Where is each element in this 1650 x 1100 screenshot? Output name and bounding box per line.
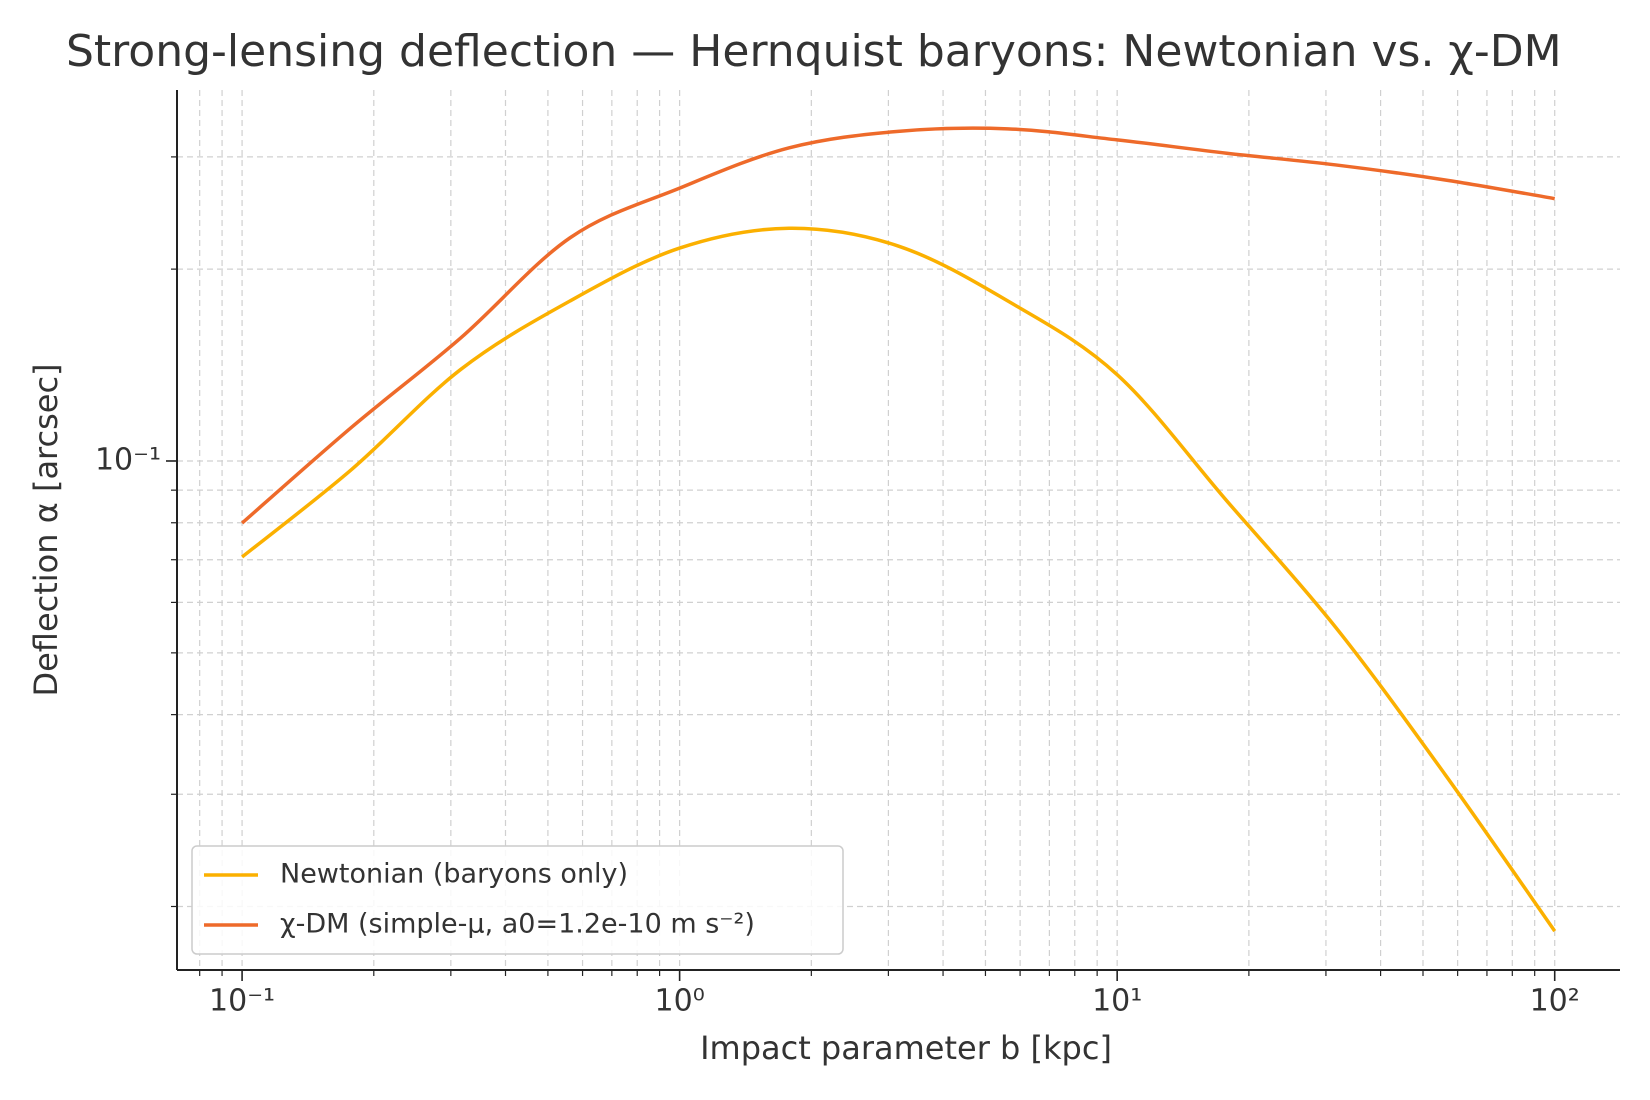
line-series xyxy=(240,126,1556,525)
x-tick-label: 10¹ xyxy=(1092,984,1142,1019)
y-tick-label: 10⁻¹ xyxy=(95,442,161,477)
chart-title: Strong-lensing deflection — Hernquist ba… xyxy=(66,26,1562,77)
y-axis-label: Deflection α [arcsec] xyxy=(27,363,65,696)
x-tick-label: 10² xyxy=(1530,984,1580,1019)
x-tick-label: 10⁰ xyxy=(655,984,705,1019)
legend-label: Newtonian (baryons only) xyxy=(280,859,628,890)
x-axis-label: Impact parameter b [kpc] xyxy=(700,1029,1112,1067)
line-series xyxy=(240,226,1557,933)
legend-box xyxy=(191,845,844,955)
x-tick-label: 10⁻¹ xyxy=(209,984,275,1019)
legend-label: χ-DM (simple-μ, a0=1.2e-10 m s⁻²) xyxy=(280,909,755,940)
legend: Newtonian (baryons only) χ-DM (simple-μ, … xyxy=(191,845,844,955)
